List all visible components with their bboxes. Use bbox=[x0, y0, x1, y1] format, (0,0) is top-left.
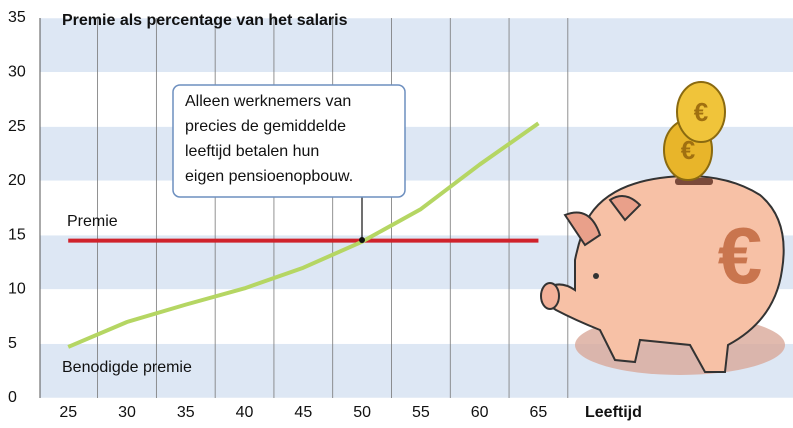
series-label: Premie bbox=[67, 213, 118, 230]
series-label: Benodigde premie bbox=[62, 359, 192, 376]
piggy-bank: € € € bbox=[541, 82, 785, 375]
y-tick-label: 30 bbox=[8, 64, 26, 81]
annotation-line: Alleen werknemers van bbox=[185, 93, 351, 110]
annotation-dot bbox=[359, 237, 365, 243]
x-tick-label: 30 bbox=[118, 404, 136, 421]
x-tick-label: 40 bbox=[236, 404, 254, 421]
annotation-line: eigen pensioenopbouw. bbox=[185, 168, 353, 185]
y-tick-label: 25 bbox=[8, 118, 26, 135]
x-tick-label: 45 bbox=[294, 404, 312, 421]
y-tick-label: 0 bbox=[8, 389, 17, 406]
x-tick-label: 65 bbox=[530, 404, 548, 421]
annotation-line: leeftijd betalen hun bbox=[185, 143, 319, 160]
annotation-line: precies de gemiddelde bbox=[185, 118, 346, 135]
y-tick-label: 20 bbox=[8, 172, 26, 189]
coin-euro: € bbox=[681, 135, 695, 165]
chart: 0 5 10 15 20 25 30 35 25 30 35 40 45 50 55 60 65 € € € A… bbox=[0, 0, 793, 428]
y-tick-label: 5 bbox=[8, 335, 17, 352]
x-tick-label: 25 bbox=[59, 404, 77, 421]
coin-euro: € bbox=[694, 97, 708, 127]
y-tick-label: 10 bbox=[8, 281, 26, 298]
chart-title: Premie als percentage van het salaris bbox=[62, 12, 348, 29]
x-tick-label: 60 bbox=[471, 404, 489, 421]
x-tick-label: 50 bbox=[353, 404, 371, 421]
x-tick-label: 35 bbox=[177, 404, 195, 421]
y-tick-label: 35 bbox=[8, 9, 26, 26]
x-axis-label: Leeftijd bbox=[585, 404, 642, 421]
piggy-euro: € bbox=[718, 211, 763, 300]
x-tick-label: 55 bbox=[412, 404, 430, 421]
y-tick-label: 15 bbox=[8, 226, 26, 243]
